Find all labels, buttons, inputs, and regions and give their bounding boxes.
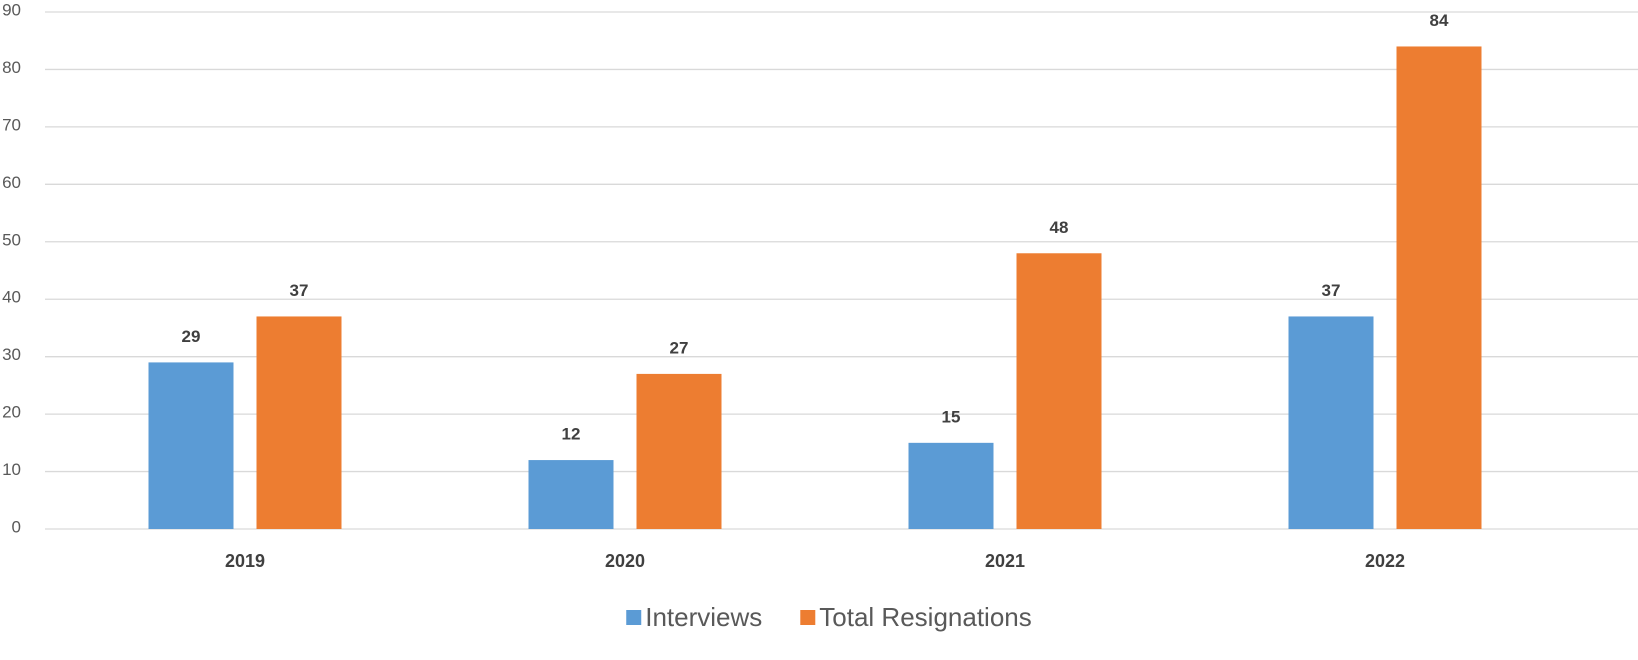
bar — [528, 460, 614, 529]
bar — [148, 362, 234, 529]
y-tick-label: 0 — [12, 517, 21, 536]
y-tick-label: 30 — [2, 345, 21, 364]
y-tick-label: 80 — [2, 58, 21, 77]
x-tick-label: 2021 — [985, 551, 1025, 571]
data-label: 12 — [562, 425, 581, 444]
legend-label: Total Resignations — [819, 602, 1031, 632]
y-tick-label: 50 — [2, 230, 21, 249]
x-tick-label: 2020 — [605, 551, 645, 571]
bar — [1016, 253, 1102, 529]
y-tick-label: 20 — [2, 403, 21, 422]
x-tick-label: 2019 — [225, 551, 265, 571]
legend-swatch — [800, 610, 816, 625]
bar — [256, 316, 342, 529]
y-tick-label: 60 — [2, 173, 21, 192]
bar — [908, 442, 994, 529]
y-tick-label: 10 — [2, 460, 21, 479]
legend-label: Interviews — [645, 602, 762, 632]
bar — [1396, 46, 1482, 529]
legend-swatch — [626, 610, 642, 625]
data-label: 48 — [1050, 218, 1069, 237]
x-tick-label: 2022 — [1365, 551, 1405, 571]
data-label: 27 — [670, 338, 689, 357]
bar — [1288, 316, 1374, 529]
y-tick-label: 70 — [2, 115, 21, 134]
data-label: 29 — [182, 327, 201, 346]
data-label: 15 — [942, 407, 961, 426]
y-tick-label: 40 — [2, 288, 21, 307]
bar — [636, 373, 722, 529]
y-tick-label: 90 — [2, 0, 21, 19]
data-label: 84 — [1430, 11, 1449, 30]
data-label: 37 — [290, 281, 309, 300]
data-label: 37 — [1322, 281, 1341, 300]
